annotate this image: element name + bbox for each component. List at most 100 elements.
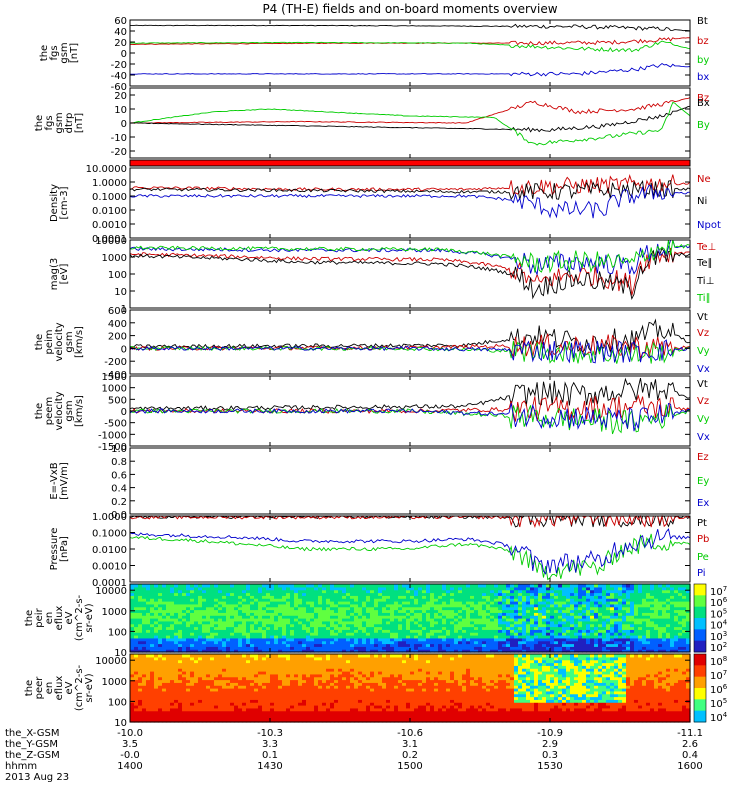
spectrogram-cell [414,623,419,628]
spectrogram-cell [178,632,183,636]
spectrogram-cell [362,632,367,636]
spectrogram-cell [342,592,347,596]
spectrogram-cell [498,635,503,639]
spectrogram-cell [430,615,435,619]
spectrogram-cell [262,632,267,636]
spectrogram-cell [226,705,231,709]
spectrogram-cell [474,646,479,650]
spectrogram-cell [138,632,143,636]
spectrogram-cell [282,629,287,633]
spectrogram-cell [558,632,563,636]
spectrogram-cell [362,592,367,596]
spectrogram-cell [298,676,303,681]
spectrogram-cell [154,682,159,686]
spectrogram-cell [250,665,255,669]
spectrogram-cell [134,702,139,706]
spectrogram-cell [290,688,295,692]
spectrogram-cell [570,640,575,645]
spectrogram-cell [634,646,639,650]
spectrogram-cell [318,690,323,695]
spectrogram-cell [310,635,315,639]
spectrogram-cell [298,719,303,723]
spectrogram-cell [334,626,339,630]
spectrogram-cell [634,603,639,608]
spectrogram-cell [190,656,195,661]
spectrogram-cell [254,640,259,645]
spectrogram-cell [658,649,663,653]
spectrogram-cell [270,603,275,608]
spectrogram-cell [174,649,179,653]
spectrogram-cell [250,713,255,717]
spectrogram-cell [198,643,203,647]
spectrogram-cell [330,601,335,605]
legend-entry-vx: Vx [697,364,710,375]
spectrogram-cell [574,623,579,628]
spectrogram-cell [542,601,547,605]
spectrogram-cell [202,584,207,588]
spectrogram-cell [602,595,607,599]
spectrogram-cell [242,705,247,709]
spectrogram-cell [518,637,523,642]
spectrogram-cell [422,603,427,608]
spectrogram-cell [638,586,643,591]
spectrogram-cell [170,685,175,689]
spectrogram-cell [402,640,407,645]
spectrogram-cell [138,649,143,653]
spectrogram-cell [278,589,283,594]
spectrogram-cell [590,649,595,653]
spectrogram-cell [314,603,319,608]
spectrogram-cell [318,659,323,664]
legend-entry-vz: Vz [697,328,709,339]
spectrogram-cell [310,702,315,706]
spectrogram-cell [522,584,527,588]
spectrogram-cell [298,693,303,698]
spectrogram-cell [246,693,251,698]
spectrogram-cell [362,609,367,613]
spectrogram-cell [330,606,335,611]
spectrogram-cell [302,620,307,625]
spectrogram-cell [242,629,247,633]
spectrogram-cell [530,592,535,596]
spectrogram-cell [234,586,239,591]
spectrogram-cell [134,643,139,647]
spectrogram-cell [454,643,459,647]
spectrogram-cell [202,626,207,630]
spectrogram-cell [478,629,483,633]
spectrogram-cell [642,609,647,613]
spectrogram-cell [278,685,283,689]
spectrogram-cell [506,643,511,647]
spectrogram-cell [522,637,527,642]
spectrogram-cell [242,589,247,594]
spectrogram-cell [214,615,219,619]
spectrogram-cell [250,659,255,664]
legend-entry-pi: Pi [697,568,706,579]
spectrogram-cell [594,632,599,636]
spectrogram-cell [418,584,423,588]
spectrogram-cell [542,606,547,611]
spectrogram-cell [150,710,155,715]
spectrogram-cell [254,589,259,594]
spectrogram-cell [518,589,523,594]
spectrogram-cell [350,586,355,591]
spectrogram-cell [614,629,619,633]
spectrogram-cell [546,620,551,625]
spectrogram-cell [610,637,615,642]
spectrogram-cell [170,637,175,642]
spectrogram-cell [446,584,451,588]
spectrogram-cell [250,643,255,647]
spectrogram-cell [234,668,239,672]
spectrogram-cell [430,592,435,596]
spectrogram-cell [510,586,515,591]
spectrogram-cell [526,609,531,613]
spectrogram-cell [194,640,199,645]
spectrogram-cell [210,592,215,596]
spectrogram-cell [306,659,311,664]
spectrogram-cell [686,626,691,630]
spectrogram-cell [162,690,167,695]
spectrogram-cell [222,615,227,619]
spectrogram-cell [530,612,535,616]
spectrogram-cell [222,665,227,669]
spectrogram-cell [130,668,135,672]
spectrogram-cell [282,699,287,703]
spectrogram-cell [442,589,447,594]
